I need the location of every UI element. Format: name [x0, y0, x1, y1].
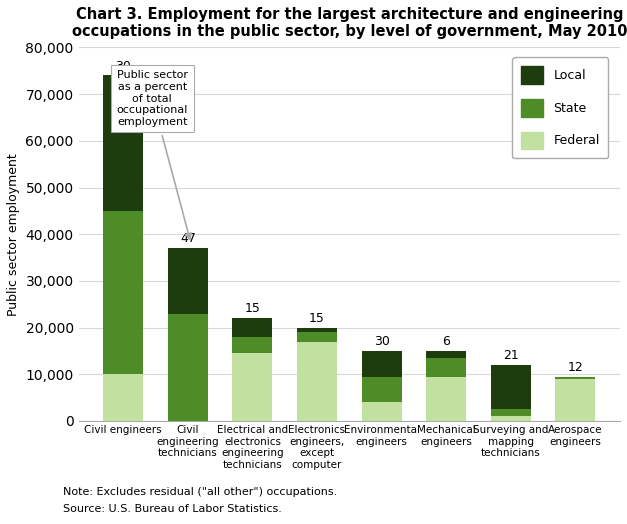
Bar — [426, 358, 466, 377]
Text: Note: Excludes residual ("all other") occupations.: Note: Excludes residual ("all other") oc… — [63, 487, 337, 497]
Text: 30: 30 — [115, 60, 131, 73]
Bar — [297, 342, 337, 421]
Bar — [491, 416, 531, 421]
Bar — [233, 337, 273, 353]
Legend: Local, State, Federal: Local, State, Federal — [512, 58, 608, 158]
Bar — [297, 332, 337, 342]
Bar — [297, 328, 337, 332]
Bar — [103, 75, 144, 211]
Text: 47: 47 — [180, 233, 196, 245]
Bar — [362, 402, 402, 421]
Text: 15: 15 — [309, 312, 325, 325]
Bar — [168, 313, 208, 421]
Bar — [362, 377, 402, 402]
Text: 21: 21 — [503, 349, 519, 362]
Bar — [491, 409, 531, 416]
Y-axis label: Public sector employment: Public sector employment — [7, 153, 20, 315]
Text: 12: 12 — [567, 361, 583, 374]
Text: 30: 30 — [374, 335, 389, 348]
Bar — [556, 377, 596, 379]
Bar — [168, 248, 208, 313]
Bar — [426, 351, 466, 358]
Title: Chart 3. Employment for the largest architecture and engineering
occupations in : Chart 3. Employment for the largest arch… — [71, 7, 627, 39]
Bar — [233, 353, 273, 421]
Bar — [103, 374, 144, 421]
Text: Source: U.S. Bureau of Labor Statistics.: Source: U.S. Bureau of Labor Statistics. — [63, 505, 282, 515]
Text: 6: 6 — [442, 335, 450, 348]
Bar — [556, 379, 596, 421]
Bar — [426, 377, 466, 421]
Text: 15: 15 — [245, 302, 260, 315]
Bar — [103, 211, 144, 374]
Bar — [362, 351, 402, 377]
Text: Public sector
as a percent
of total
occupational
employment: Public sector as a percent of total occu… — [117, 70, 191, 239]
Bar — [233, 318, 273, 337]
Bar — [491, 365, 531, 409]
